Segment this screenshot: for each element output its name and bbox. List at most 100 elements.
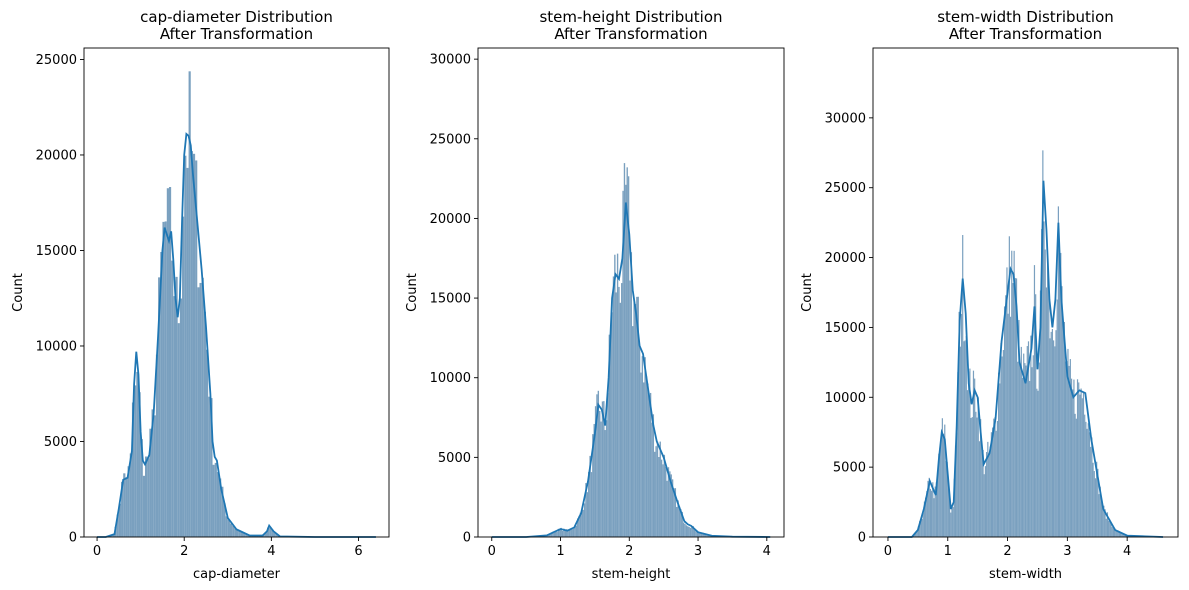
histogram-bar bbox=[1091, 437, 1093, 537]
histogram-bar bbox=[1026, 346, 1028, 537]
histogram-bar bbox=[142, 475, 145, 537]
histogram-bar bbox=[182, 216, 185, 538]
histogram-bar bbox=[925, 497, 927, 537]
histogram-bar bbox=[219, 478, 222, 537]
histogram-bar bbox=[223, 503, 226, 537]
histogram-bar bbox=[275, 534, 278, 537]
histogram-bar bbox=[1118, 531, 1120, 537]
histogram-bar bbox=[945, 460, 947, 537]
histogram-bar bbox=[645, 376, 648, 537]
histogram-bar bbox=[1099, 486, 1101, 537]
histogram-bar bbox=[1090, 446, 1092, 537]
histogram-bar bbox=[946, 461, 948, 537]
histogram-bar bbox=[1012, 283, 1014, 537]
histogram-bar bbox=[641, 356, 644, 537]
histogram-bar bbox=[160, 251, 163, 538]
y-tick-label: 20000 bbox=[36, 148, 77, 163]
histogram-bar bbox=[1035, 294, 1037, 537]
histogram-bar bbox=[920, 520, 922, 537]
x-tick-label: 0 bbox=[93, 544, 101, 559]
histogram-bar bbox=[1114, 528, 1116, 537]
chart-subtitle: After Transformation bbox=[949, 25, 1102, 43]
histogram-bar bbox=[1018, 320, 1020, 537]
x-tick-label: 4 bbox=[763, 544, 771, 559]
histogram-bar bbox=[1045, 287, 1048, 537]
histogram-bar bbox=[699, 533, 701, 537]
histogram-bar bbox=[546, 535, 549, 537]
histogram-bar bbox=[995, 430, 997, 537]
histogram-bar bbox=[926, 491, 928, 537]
histogram-bar bbox=[972, 370, 975, 537]
histogram-bar bbox=[118, 503, 122, 537]
y-tick-label: 10000 bbox=[430, 371, 471, 386]
histogram-bar bbox=[630, 252, 633, 538]
histogram-bar bbox=[1030, 335, 1032, 537]
histogram-bar bbox=[980, 419, 982, 537]
histogram-bar bbox=[273, 532, 276, 537]
histogram-bar bbox=[632, 326, 634, 537]
histogram-bar bbox=[931, 490, 933, 537]
y-tick-label: 10000 bbox=[825, 391, 866, 406]
y-tick-label: 25000 bbox=[36, 53, 77, 68]
chart-panel-3: 0 1 2 3 4 0 5000 10000 15000 20000 25000 30000 stem-… bbox=[800, 8, 1179, 582]
chart-title: stem-height Distribution bbox=[539, 8, 722, 26]
histogram-bar bbox=[1017, 361, 1019, 537]
histogram-bar bbox=[134, 385, 137, 537]
histogram-bar bbox=[633, 299, 635, 537]
histogram-bar bbox=[590, 472, 593, 537]
histogram-bar bbox=[928, 477, 930, 537]
histogram-bar bbox=[976, 417, 978, 537]
histogram-bar bbox=[687, 526, 689, 537]
histogram-bar bbox=[941, 418, 943, 537]
histogram-bar bbox=[996, 420, 998, 537]
histogram-bar bbox=[599, 410, 601, 537]
y-axis-label: Count bbox=[800, 273, 815, 312]
histogram-bar bbox=[662, 464, 664, 537]
histogram-bar bbox=[660, 459, 663, 537]
histogram-bar bbox=[1094, 478, 1097, 537]
chart-title: stem-width Distribution bbox=[937, 8, 1114, 26]
x-tick-label: 2 bbox=[180, 544, 188, 559]
histogram-bar bbox=[227, 520, 230, 537]
histogram-bar bbox=[1057, 206, 1059, 537]
histogram-bar bbox=[583, 503, 586, 537]
histogram-bar bbox=[696, 532, 699, 537]
histogram-bar bbox=[578, 515, 580, 537]
histogram-bar bbox=[625, 184, 627, 538]
histogram-bar bbox=[659, 441, 661, 537]
histogram-bar bbox=[988, 452, 990, 537]
histogram-bar bbox=[1086, 428, 1088, 537]
histogram-bar bbox=[1055, 330, 1057, 537]
histogram-bar bbox=[1106, 512, 1109, 537]
histogram-bar bbox=[927, 480, 929, 537]
histogram-bar bbox=[1036, 388, 1038, 537]
histogram-bar bbox=[1123, 534, 1125, 537]
histogram-bar bbox=[1112, 528, 1115, 537]
histogram-bar bbox=[1041, 229, 1043, 537]
histogram-bar bbox=[616, 253, 619, 537]
histogram-bar bbox=[247, 535, 250, 537]
histogram-bar bbox=[1074, 413, 1076, 537]
histogram-bar bbox=[229, 523, 233, 537]
histogram-bar bbox=[627, 176, 630, 537]
histogram-bar bbox=[232, 525, 235, 537]
histogram-bar bbox=[1009, 316, 1012, 537]
y-tick-label: 25000 bbox=[430, 132, 471, 147]
y-tick-label: 5000 bbox=[438, 451, 471, 466]
histogram-bar bbox=[548, 534, 550, 537]
histogram-bar bbox=[555, 531, 557, 537]
histogram-bar bbox=[1033, 265, 1036, 537]
histogram-bar bbox=[192, 153, 196, 537]
histogram-bar bbox=[560, 527, 562, 537]
histogram-bar bbox=[236, 530, 239, 537]
y-tick-label: 15000 bbox=[825, 321, 866, 336]
histogram-bar bbox=[706, 534, 708, 537]
chart-subtitle: After Transformation bbox=[554, 25, 707, 43]
histogram-bar bbox=[984, 466, 987, 537]
histogram-bar bbox=[140, 439, 143, 537]
histogram-bar bbox=[593, 423, 595, 537]
histogram-bar bbox=[168, 187, 172, 537]
histogram-bar bbox=[978, 441, 981, 537]
histogram-bar bbox=[1042, 150, 1044, 538]
histogram-bar bbox=[173, 296, 176, 537]
